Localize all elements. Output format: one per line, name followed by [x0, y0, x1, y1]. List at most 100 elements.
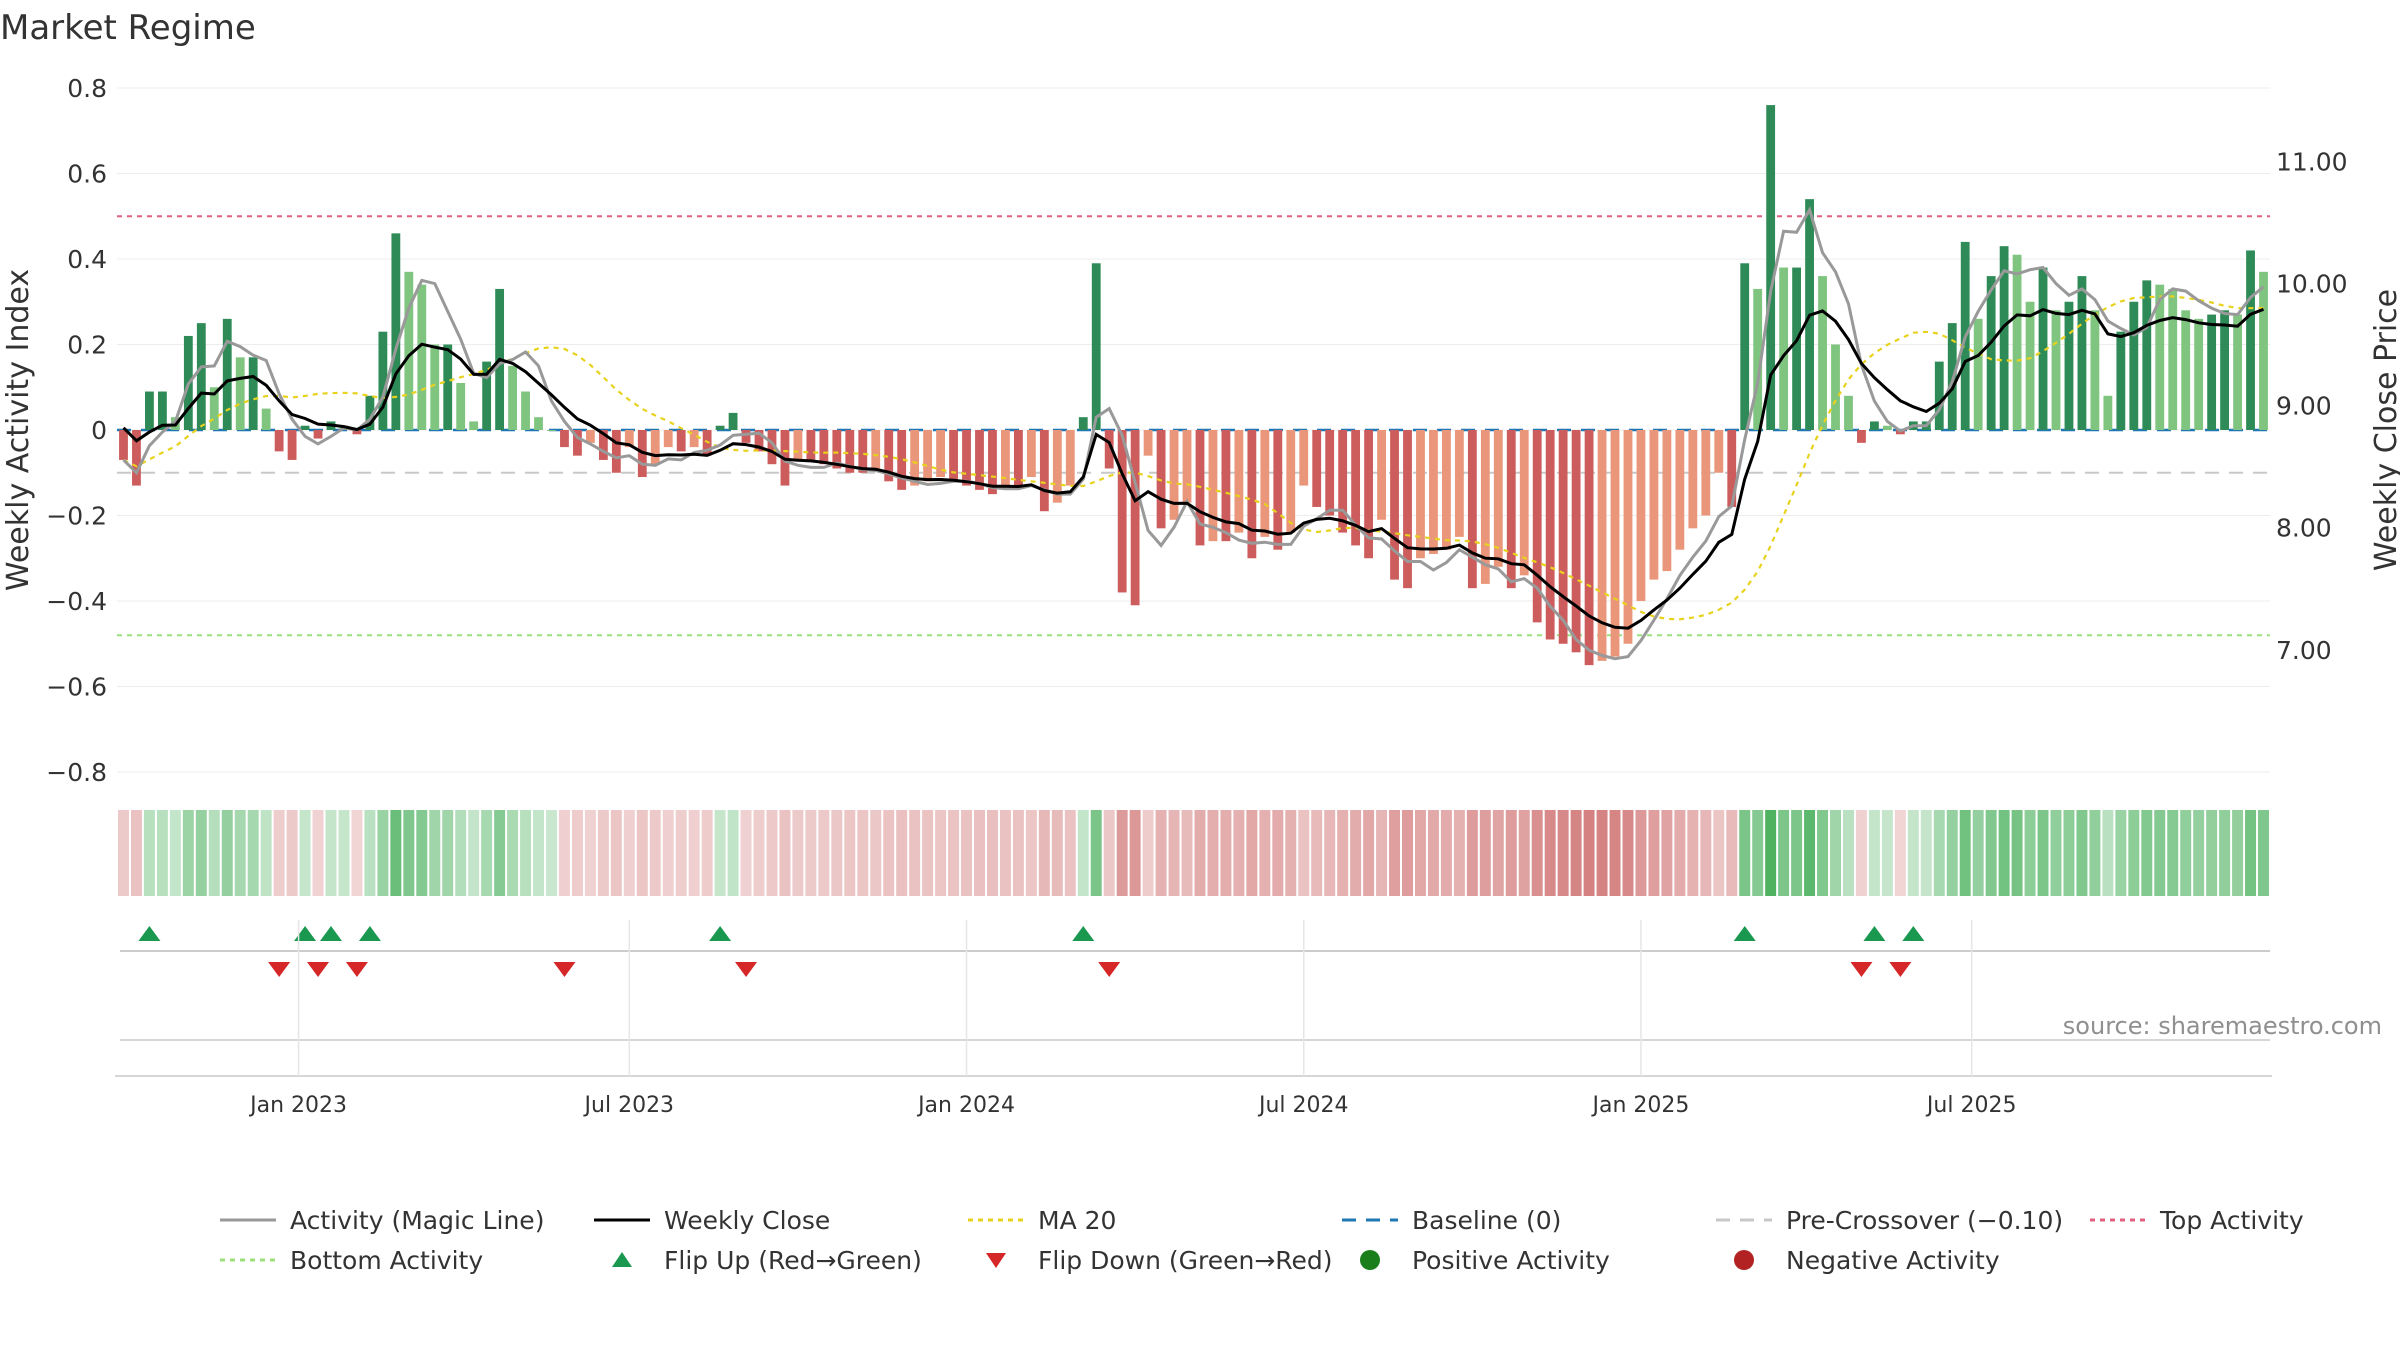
regime-cell: [416, 810, 428, 896]
regime-cell: [520, 810, 532, 896]
y-right-tick-label: 11.00: [2276, 147, 2348, 176]
activity-bar: [1610, 430, 1620, 657]
regime-cell: [338, 810, 350, 896]
legend-label: Activity (Magic Line): [290, 1205, 545, 1235]
activity-bar: [832, 430, 842, 469]
flip-down-marker: [553, 962, 576, 977]
legend-swatch-icon: [1342, 1218, 1398, 1222]
flip-up-marker: [1733, 926, 1756, 941]
regime-cell: [1570, 810, 1582, 896]
activity-bar: [936, 430, 945, 478]
activity-bar: [1519, 430, 1529, 576]
regime-cell: [1518, 810, 1530, 896]
activity-bar: [1597, 430, 1607, 661]
activity-bar: [235, 357, 245, 430]
regime-cell: [494, 810, 506, 896]
activity-bar: [858, 430, 868, 473]
activity-bar: [430, 344, 440, 430]
flip-up-marker: [358, 926, 381, 941]
regime-cell: [2141, 810, 2153, 896]
activity-bar: [2181, 310, 2191, 430]
regime-cell: [377, 810, 389, 896]
regime-cell: [2050, 810, 2062, 896]
activity-bar: [222, 318, 232, 430]
regime-cell: [429, 810, 441, 896]
activity-bar: [1545, 430, 1555, 640]
regime-cell: [2193, 810, 2205, 896]
activity-bar: [1065, 430, 1075, 486]
activity-bar: [209, 387, 219, 430]
regime-cell: [1090, 810, 1102, 896]
regime-cell: [221, 810, 233, 896]
activity-bar: [2220, 310, 2230, 430]
regime-cell: [1051, 810, 1063, 896]
regime-cell: [273, 810, 285, 896]
x-tick-label: Jan 2025: [1591, 1093, 1690, 1118]
y-right-tick-label: 9.00: [2276, 392, 2332, 421]
activity-bar: [871, 430, 881, 469]
regime-cell: [1778, 810, 1790, 896]
regime-cell: [1544, 810, 1556, 896]
activity-bar: [1364, 430, 1374, 559]
activity-bar: [2207, 314, 2217, 430]
regime-cell: [935, 810, 947, 896]
activity-bar: [1831, 344, 1840, 430]
regime-cell: [1700, 810, 1712, 896]
regime-cell: [442, 810, 454, 896]
activity-bar: [1234, 430, 1244, 533]
regime-cell: [351, 810, 363, 896]
activity-bar: [1584, 430, 1594, 666]
activity-bar: [1182, 430, 1192, 503]
activity-bar: [1779, 267, 1789, 430]
y-tick-label: 0.2: [67, 331, 107, 360]
regime-cell: [1817, 810, 1829, 896]
y-tick-label: −0.8: [46, 758, 107, 787]
y-right-tick-label: 7.00: [2276, 636, 2332, 665]
regime-cell: [286, 810, 298, 896]
regime-cell: [1674, 810, 1686, 896]
regime-cell: [2180, 810, 2192, 896]
activity-bar: [560, 430, 569, 448]
regime-cell: [1531, 810, 1543, 896]
regime-cell: [1012, 810, 1024, 896]
activity-bar: [1429, 430, 1438, 554]
activity-bar: [378, 331, 388, 430]
regime-cell: [922, 810, 934, 896]
legend-item: Pre-Crossover (−0.10): [1714, 1206, 2088, 1235]
regime-cell: [468, 810, 480, 896]
activity-bar: [1299, 430, 1309, 486]
legend-label: Weekly Close: [664, 1205, 831, 1235]
activity-bar: [1558, 430, 1568, 644]
flip-up-marker: [138, 926, 161, 941]
regime-cell: [403, 810, 415, 896]
regime-cell: [1427, 810, 1439, 896]
activity-bars: [119, 105, 2268, 666]
activity-bar: [1506, 430, 1516, 589]
activity-bar: [1571, 430, 1581, 653]
activity-bar: [741, 430, 751, 443]
activity-bar: [1662, 430, 1672, 572]
activity-bar: [1999, 246, 2009, 430]
regime-cell: [714, 810, 726, 896]
activity-bar: [2012, 254, 2022, 430]
legend-item: Top Activity: [2088, 1206, 2368, 1235]
regime-cell: [2011, 810, 2023, 896]
regime-cell: [1739, 810, 1751, 896]
activity-bar: [1208, 430, 1218, 542]
regime-cell: [1842, 810, 1854, 896]
regime-cell: [1025, 810, 1037, 896]
legend-item: Positive Activity: [1340, 1246, 1714, 1275]
regime-cell: [1687, 810, 1699, 896]
activity-bar: [676, 430, 686, 452]
regime-cell: [818, 810, 830, 896]
activity-bar: [1454, 430, 1464, 537]
source-note: source: sharemaestro.com: [2062, 1012, 2382, 1040]
regime-cell: [1142, 810, 1154, 896]
regime-cell: [1959, 810, 1971, 896]
activity-bar: [715, 425, 725, 430]
regime-cell: [1479, 810, 1491, 896]
activity-bar: [1934, 361, 1944, 430]
legend-item: Weekly Close: [592, 1205, 966, 1235]
regime-cell: [740, 810, 752, 896]
